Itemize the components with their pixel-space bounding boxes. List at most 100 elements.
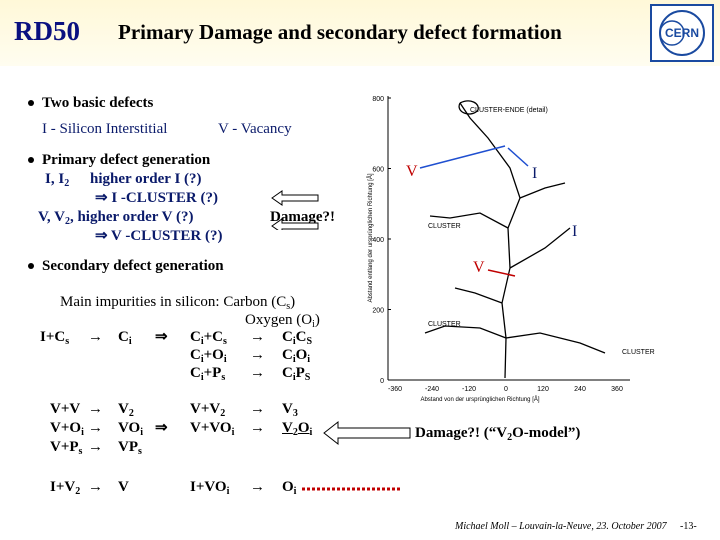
defect-line: ⇒ V -CLUSTER (?)	[95, 227, 222, 245]
text-run: )	[314, 312, 320, 328]
product: CiOi	[282, 346, 310, 369]
cern-logo: CERN	[650, 4, 714, 62]
subscript: i	[200, 372, 204, 383]
cluster-label: CLUSTER	[622, 349, 655, 356]
symbol: →	[250, 420, 265, 436]
bullet-text: Secondary defect generation	[42, 258, 224, 274]
subscript: i	[293, 486, 297, 497]
text-run: +C	[203, 329, 224, 345]
cluster-label: CLUSTER-ENDE (detail)	[470, 107, 548, 114]
product: Oi	[282, 478, 296, 501]
symbol: →	[250, 401, 265, 417]
reactant: I+V2	[50, 478, 80, 501]
defect: V - Vacancy	[218, 121, 292, 137]
text-run: V+V	[50, 401, 81, 417]
symbol: →	[250, 365, 265, 381]
defect-line: higher order I (?)	[90, 170, 202, 188]
reactant: I+VOi	[190, 478, 229, 501]
defect-label: I	[572, 223, 577, 240]
y-tick-label: 600	[372, 167, 384, 174]
text-run: C	[190, 329, 201, 345]
reactant: Ci+Oi	[190, 346, 227, 369]
x-tick-label: -360	[388, 386, 402, 393]
x-axis-label: Abstand von der ursprünglichen Richtung …	[420, 396, 539, 403]
subscript: s	[65, 336, 70, 347]
text-run: V+V	[190, 401, 221, 417]
subscript: i	[223, 354, 227, 365]
text-run: V	[118, 401, 129, 417]
text-run: V+P	[50, 439, 79, 455]
text-run: ⇒ I -CLUSTER (?)	[95, 190, 218, 206]
subscript: i	[309, 427, 313, 438]
text-run: O	[295, 347, 308, 363]
text-run: )	[290, 294, 296, 310]
y-tick-label: 800	[372, 96, 384, 103]
text-run: V	[282, 401, 293, 417]
bullet	[28, 100, 34, 106]
text-run: V+O	[50, 420, 82, 436]
text-run: I+C	[40, 329, 66, 345]
reactant: Ci+Cs	[190, 328, 227, 351]
subscript: 2	[128, 408, 134, 419]
x-tick-label: -240	[425, 386, 439, 393]
logo-org: CERN	[665, 26, 699, 40]
defect-label: I	[532, 165, 537, 182]
subscript: 2	[64, 178, 70, 189]
subscript: i	[312, 319, 315, 330]
symbol: →	[88, 420, 103, 436]
subscript: i	[200, 336, 204, 347]
subscript: 2	[507, 432, 513, 443]
text-run: I+V	[50, 479, 76, 495]
subscript: s	[223, 336, 227, 347]
subscript: s	[78, 446, 83, 457]
symbol: ⇒	[155, 420, 168, 436]
text-run: I, I	[45, 171, 65, 187]
damage-model: Damage?! (“V2O-model”)	[415, 424, 580, 447]
pointer	[487, 269, 516, 277]
text-run: +O	[203, 347, 224, 363]
product: CiPS	[282, 364, 310, 387]
product: V3	[282, 400, 298, 423]
product: VOi	[118, 419, 143, 442]
subscript: s	[221, 372, 226, 383]
subscript: i	[292, 372, 296, 383]
pointer	[507, 147, 529, 167]
text-run: , higher order V (?)	[69, 209, 194, 225]
symbol: →	[88, 401, 103, 417]
y-axis-label: Abstand entlang der ursprünglichen Richt…	[367, 173, 374, 302]
symbol: →	[250, 479, 265, 495]
text-run: O	[297, 420, 310, 436]
text-run: O	[282, 479, 294, 495]
reactant: I+Cs	[40, 328, 69, 351]
subscript: i	[292, 354, 296, 365]
product: Ci	[118, 328, 132, 351]
impurity: Main impurities in silicon: Carbon (Cs)	[60, 293, 295, 316]
text-run: P	[295, 365, 305, 381]
reactant: V+V	[50, 400, 80, 418]
text-run: C	[190, 347, 201, 363]
text-run: ⇒ V -CLUSTER (?)	[95, 228, 223, 244]
cluster-label: CLUSTER	[428, 321, 461, 328]
text-run: I+VO	[190, 479, 227, 495]
x-tick-label: 360	[611, 386, 623, 393]
symbol: ⇒	[155, 329, 168, 345]
footer-author: Michael Moll – Louvain-la-Neuve, 23. Oct…	[455, 521, 667, 532]
symbol: →	[250, 347, 265, 363]
defect-line: I, I2	[45, 170, 69, 193]
reactant: Ci+Ps	[190, 364, 225, 387]
defect-line: V, V2, higher order V (?)	[38, 208, 193, 231]
x-tick-label: 0	[504, 386, 508, 393]
product: V2	[118, 400, 134, 423]
text-run: O-model”)	[512, 425, 581, 441]
text-run: V	[118, 479, 129, 495]
reactant: V+Ps	[50, 438, 82, 461]
text-run: Oxygen (O	[245, 312, 313, 328]
text-run: VP	[118, 439, 138, 455]
header-band	[0, 0, 720, 66]
arrows	[271, 190, 319, 230]
y-tick-label: 400	[372, 237, 384, 244]
bullet	[28, 263, 34, 269]
text-run: V	[282, 420, 293, 436]
text-run: V+VO	[190, 420, 232, 436]
